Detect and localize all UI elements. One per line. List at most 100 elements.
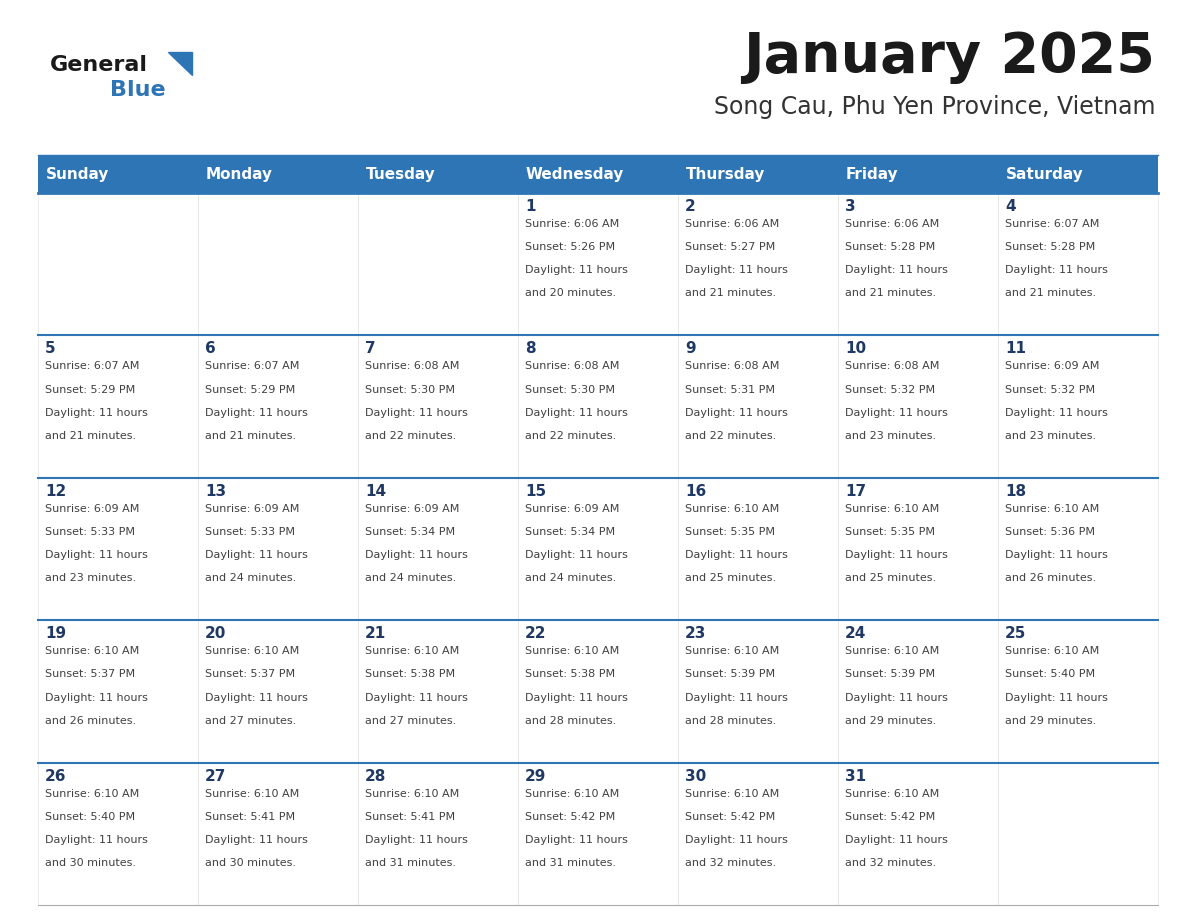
Text: Daylight: 11 hours: Daylight: 11 hours xyxy=(365,834,468,845)
Bar xyxy=(518,621,678,763)
Bar xyxy=(358,193,518,335)
Text: Sunset: 5:33 PM: Sunset: 5:33 PM xyxy=(206,527,295,537)
Text: and 22 minutes.: and 22 minutes. xyxy=(525,431,617,441)
Bar xyxy=(38,155,198,193)
Text: 23: 23 xyxy=(685,626,707,641)
Bar xyxy=(358,477,518,621)
Text: Daylight: 11 hours: Daylight: 11 hours xyxy=(845,408,948,418)
Text: and 23 minutes.: and 23 minutes. xyxy=(45,573,137,583)
Text: General: General xyxy=(50,55,148,75)
Polygon shape xyxy=(168,52,192,75)
Text: Sunday: Sunday xyxy=(46,166,109,182)
Text: Saturday: Saturday xyxy=(1006,166,1083,182)
Text: and 22 minutes.: and 22 minutes. xyxy=(685,431,776,441)
Text: Daylight: 11 hours: Daylight: 11 hours xyxy=(525,408,628,418)
Text: 5: 5 xyxy=(45,341,56,356)
Text: Sunset: 5:32 PM: Sunset: 5:32 PM xyxy=(1005,385,1095,395)
Text: Sunset: 5:29 PM: Sunset: 5:29 PM xyxy=(206,385,296,395)
Text: Daylight: 11 hours: Daylight: 11 hours xyxy=(685,265,788,275)
Text: 22: 22 xyxy=(525,626,546,641)
Text: Daylight: 11 hours: Daylight: 11 hours xyxy=(845,550,948,560)
Text: and 20 minutes.: and 20 minutes. xyxy=(525,288,617,298)
Text: Song Cau, Phu Yen Province, Vietnam: Song Cau, Phu Yen Province, Vietnam xyxy=(714,95,1155,119)
Text: Sunrise: 6:07 AM: Sunrise: 6:07 AM xyxy=(206,362,299,372)
Text: Sunrise: 6:10 AM: Sunrise: 6:10 AM xyxy=(365,789,460,799)
Text: Sunset: 5:35 PM: Sunset: 5:35 PM xyxy=(845,527,935,537)
Text: Sunrise: 6:06 AM: Sunrise: 6:06 AM xyxy=(525,219,619,229)
Text: 7: 7 xyxy=(365,341,375,356)
Text: Sunset: 5:41 PM: Sunset: 5:41 PM xyxy=(206,812,295,822)
Text: Monday: Monday xyxy=(206,166,273,182)
Text: Sunset: 5:37 PM: Sunset: 5:37 PM xyxy=(45,669,135,679)
Text: 29: 29 xyxy=(525,768,546,784)
Text: Daylight: 11 hours: Daylight: 11 hours xyxy=(1005,265,1108,275)
Bar xyxy=(38,335,198,477)
Text: Sunrise: 6:09 AM: Sunrise: 6:09 AM xyxy=(206,504,299,514)
Bar xyxy=(198,477,358,621)
Text: Sunrise: 6:10 AM: Sunrise: 6:10 AM xyxy=(685,646,779,656)
Text: and 25 minutes.: and 25 minutes. xyxy=(845,573,936,583)
Text: Sunset: 5:33 PM: Sunset: 5:33 PM xyxy=(45,527,135,537)
Text: Sunrise: 6:10 AM: Sunrise: 6:10 AM xyxy=(685,789,779,799)
Text: 10: 10 xyxy=(845,341,866,356)
Text: Sunrise: 6:10 AM: Sunrise: 6:10 AM xyxy=(525,789,619,799)
Bar xyxy=(518,193,678,335)
Bar xyxy=(518,335,678,477)
Text: 2: 2 xyxy=(685,199,696,214)
Text: Sunset: 5:29 PM: Sunset: 5:29 PM xyxy=(45,385,135,395)
Text: Sunrise: 6:07 AM: Sunrise: 6:07 AM xyxy=(1005,219,1099,229)
Text: Sunset: 5:34 PM: Sunset: 5:34 PM xyxy=(525,527,615,537)
Text: Sunrise: 6:07 AM: Sunrise: 6:07 AM xyxy=(45,362,139,372)
Bar xyxy=(678,477,838,621)
Bar xyxy=(198,621,358,763)
Text: Sunset: 5:30 PM: Sunset: 5:30 PM xyxy=(525,385,615,395)
Text: 20: 20 xyxy=(206,626,227,641)
Text: Daylight: 11 hours: Daylight: 11 hours xyxy=(685,408,788,418)
Bar xyxy=(678,763,838,905)
Text: Daylight: 11 hours: Daylight: 11 hours xyxy=(206,834,308,845)
Bar xyxy=(838,621,998,763)
Text: and 27 minutes.: and 27 minutes. xyxy=(206,716,296,725)
Text: 21: 21 xyxy=(365,626,386,641)
Text: Sunrise: 6:10 AM: Sunrise: 6:10 AM xyxy=(1005,646,1099,656)
Text: and 31 minutes.: and 31 minutes. xyxy=(365,858,456,868)
Bar xyxy=(998,621,1158,763)
Bar xyxy=(38,763,198,905)
Text: and 30 minutes.: and 30 minutes. xyxy=(206,858,296,868)
Bar xyxy=(998,335,1158,477)
Text: and 32 minutes.: and 32 minutes. xyxy=(685,858,776,868)
Text: and 29 minutes.: and 29 minutes. xyxy=(845,716,936,725)
Text: and 21 minutes.: and 21 minutes. xyxy=(206,431,296,441)
Text: Daylight: 11 hours: Daylight: 11 hours xyxy=(525,265,628,275)
Text: 27: 27 xyxy=(206,768,227,784)
Bar xyxy=(838,335,998,477)
Text: 14: 14 xyxy=(365,484,386,498)
Bar xyxy=(998,477,1158,621)
Bar xyxy=(838,155,998,193)
Text: Daylight: 11 hours: Daylight: 11 hours xyxy=(845,834,948,845)
Bar xyxy=(38,477,198,621)
Text: Sunrise: 6:10 AM: Sunrise: 6:10 AM xyxy=(45,789,139,799)
Text: 17: 17 xyxy=(845,484,866,498)
Bar xyxy=(678,193,838,335)
Text: 25: 25 xyxy=(1005,626,1026,641)
Text: Sunset: 5:39 PM: Sunset: 5:39 PM xyxy=(845,669,935,679)
Bar xyxy=(678,621,838,763)
Bar xyxy=(358,621,518,763)
Text: 3: 3 xyxy=(845,199,855,214)
Text: and 21 minutes.: and 21 minutes. xyxy=(685,288,776,298)
Text: 6: 6 xyxy=(206,341,216,356)
Text: Sunset: 5:40 PM: Sunset: 5:40 PM xyxy=(45,812,135,822)
Text: Sunset: 5:36 PM: Sunset: 5:36 PM xyxy=(1005,527,1095,537)
Text: Daylight: 11 hours: Daylight: 11 hours xyxy=(525,834,628,845)
Text: Sunset: 5:42 PM: Sunset: 5:42 PM xyxy=(845,812,935,822)
Text: Sunset: 5:26 PM: Sunset: 5:26 PM xyxy=(525,242,615,252)
Text: 15: 15 xyxy=(525,484,546,498)
Bar xyxy=(198,335,358,477)
Text: Sunset: 5:32 PM: Sunset: 5:32 PM xyxy=(845,385,935,395)
Text: and 27 minutes.: and 27 minutes. xyxy=(365,716,456,725)
Text: Sunset: 5:35 PM: Sunset: 5:35 PM xyxy=(685,527,775,537)
Text: Daylight: 11 hours: Daylight: 11 hours xyxy=(685,550,788,560)
Text: Sunrise: 6:10 AM: Sunrise: 6:10 AM xyxy=(365,646,460,656)
Text: and 24 minutes.: and 24 minutes. xyxy=(206,573,296,583)
